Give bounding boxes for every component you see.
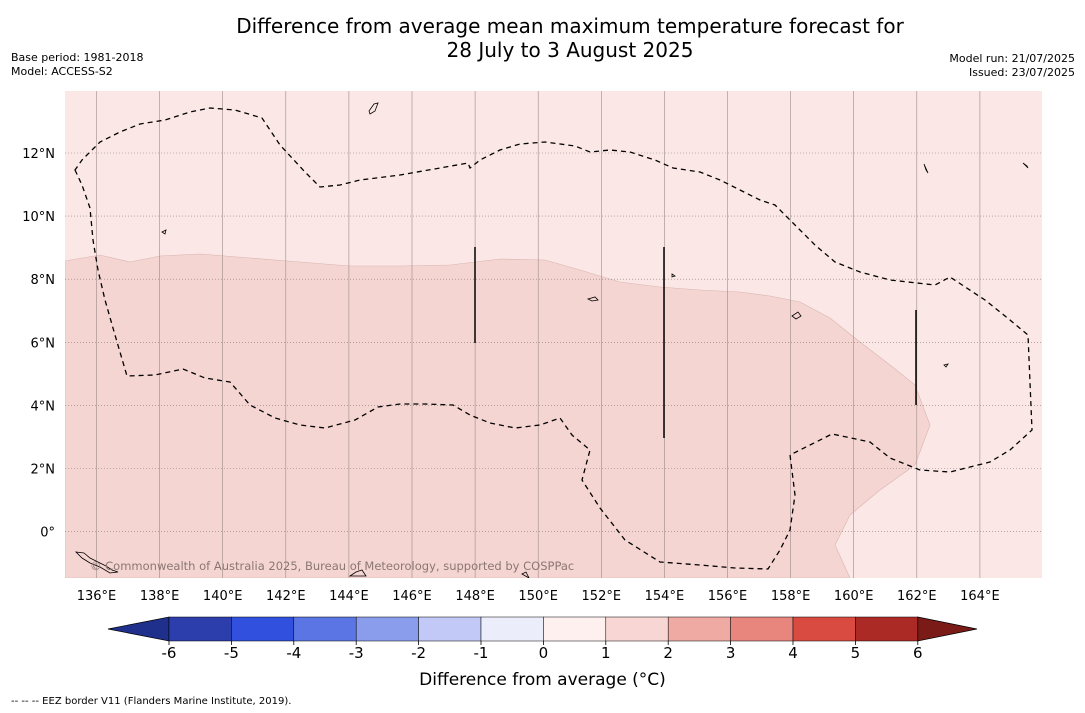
latitude-axis: 12°N 10°N 8°N 6°N 4°N 2°N 0°: [22, 147, 55, 541]
colorbar-segment: [792, 616, 856, 642]
colorbar-extend-high: [917, 616, 978, 642]
longitude-tick-label: 148°E: [455, 589, 495, 604]
chart-title: Difference from average mean maximum tem…: [0, 14, 1085, 62]
longitude-tick-label: 156°E: [708, 589, 748, 604]
metadata-right: Model run: 21/07/2025 Issued: 23/07/2025: [949, 52, 1075, 80]
colorbar-segment: [855, 616, 919, 642]
title-line-1: Difference from average mean maximum tem…: [236, 14, 904, 38]
eez-border: [74, 107, 1033, 570]
colorbar-tick-label: -2: [411, 644, 426, 662]
colorbar-segment: [168, 616, 232, 642]
colorbar-tick-label: -5: [224, 644, 239, 662]
longitude-tick-label: 164°E: [960, 589, 1000, 604]
colorbar-tick-label: 1: [601, 644, 611, 662]
colorbar-segment: [543, 616, 607, 642]
longitude-tick-label: 158°E: [771, 589, 811, 604]
model-run: Model run: 21/07/2025: [949, 52, 1075, 65]
eez-footnote: -- -- -- EEZ border V11 (Flanders Marine…: [11, 696, 292, 707]
latitude-tick-label: 2°N: [31, 463, 56, 478]
colorbar-segment: [293, 616, 357, 642]
longitude-tick-label: 142°E: [266, 589, 306, 604]
colorbar: [107, 616, 978, 642]
colorbar-tick-label: 6: [913, 644, 923, 662]
colorbar-segment: [418, 616, 482, 642]
colorbar-tick-label: 2: [663, 644, 673, 662]
latitude-tick-label: 8°N: [31, 273, 56, 288]
colorbar-tick-label: 4: [788, 644, 798, 662]
issued-date: Issued: 23/07/2025: [968, 66, 1075, 79]
latitude-tick-label: 12°N: [22, 147, 55, 162]
colorbar-segment: [231, 616, 295, 642]
title-line-2: 28 July to 3 August 2025: [446, 38, 694, 62]
colorbar-tick-label: -1: [474, 644, 489, 662]
latitude-tick-label: 6°N: [31, 336, 56, 351]
copyright-watermark: © Commonwealth of Australia 2025, Bureau…: [90, 559, 574, 573]
longitude-axis: 136°E 138°E 140°E 142°E 144°E 146°E 148°E 150°E…: [77, 589, 1000, 604]
colorbar-segment: [355, 616, 419, 642]
metadata-left: Base period: 1981-2018 Model: ACCESS-S2: [11, 51, 143, 79]
colorbar-ticks: -6 -5 -4 -3 -2 -1 0 1 2 3 4 5 6: [162, 641, 923, 662]
base-period: Base period: 1981-2018: [11, 51, 144, 64]
colorbar-segment: [667, 616, 731, 642]
exclusion-lines: [474, 247, 917, 438]
longitude-tick-label: 140°E: [203, 589, 243, 604]
colorbar-extend-low: [107, 616, 170, 642]
anomaly-region-1-2: [65, 253, 931, 578]
longitude-tick-label: 138°E: [140, 589, 180, 604]
graticule: [65, 91, 1042, 578]
longitude-tick-label: 152°E: [582, 589, 622, 604]
colorbar-segment: [480, 616, 544, 642]
latitude-tick-label: 0°: [40, 526, 55, 541]
longitude-tick-label: 162°E: [897, 589, 937, 604]
latitude-tick-label: 10°N: [22, 210, 55, 225]
colorbar-tick-label: -4: [286, 644, 301, 662]
islands: [74, 102, 1029, 578]
colorbar-segment: [730, 616, 794, 642]
model-name: Model: ACCESS-S2: [11, 65, 113, 78]
longitude-tick-label: 160°E: [834, 589, 874, 604]
colorbar-tick-label: -6: [162, 644, 177, 662]
longitude-tick-label: 136°E: [77, 589, 117, 604]
colorbar-segment: [605, 616, 669, 642]
longitude-tick-label: 146°E: [392, 589, 432, 604]
colorbar-tick-label: -3: [349, 644, 364, 662]
colorbar-tick-label: 5: [851, 644, 861, 662]
longitude-tick-label: 150°E: [518, 589, 558, 604]
map-area: © Commonwealth of Australia 2025, Bureau…: [65, 91, 1042, 578]
latitude-tick-label: 4°N: [31, 399, 56, 414]
longitude-tick-label: 154°E: [645, 589, 685, 604]
colorbar-tick-label: 0: [539, 644, 549, 662]
colorbar-label: Difference from average (°C): [419, 670, 666, 690]
colorbar-tick-label: 3: [726, 644, 736, 662]
longitude-tick-label: 144°E: [329, 589, 369, 604]
